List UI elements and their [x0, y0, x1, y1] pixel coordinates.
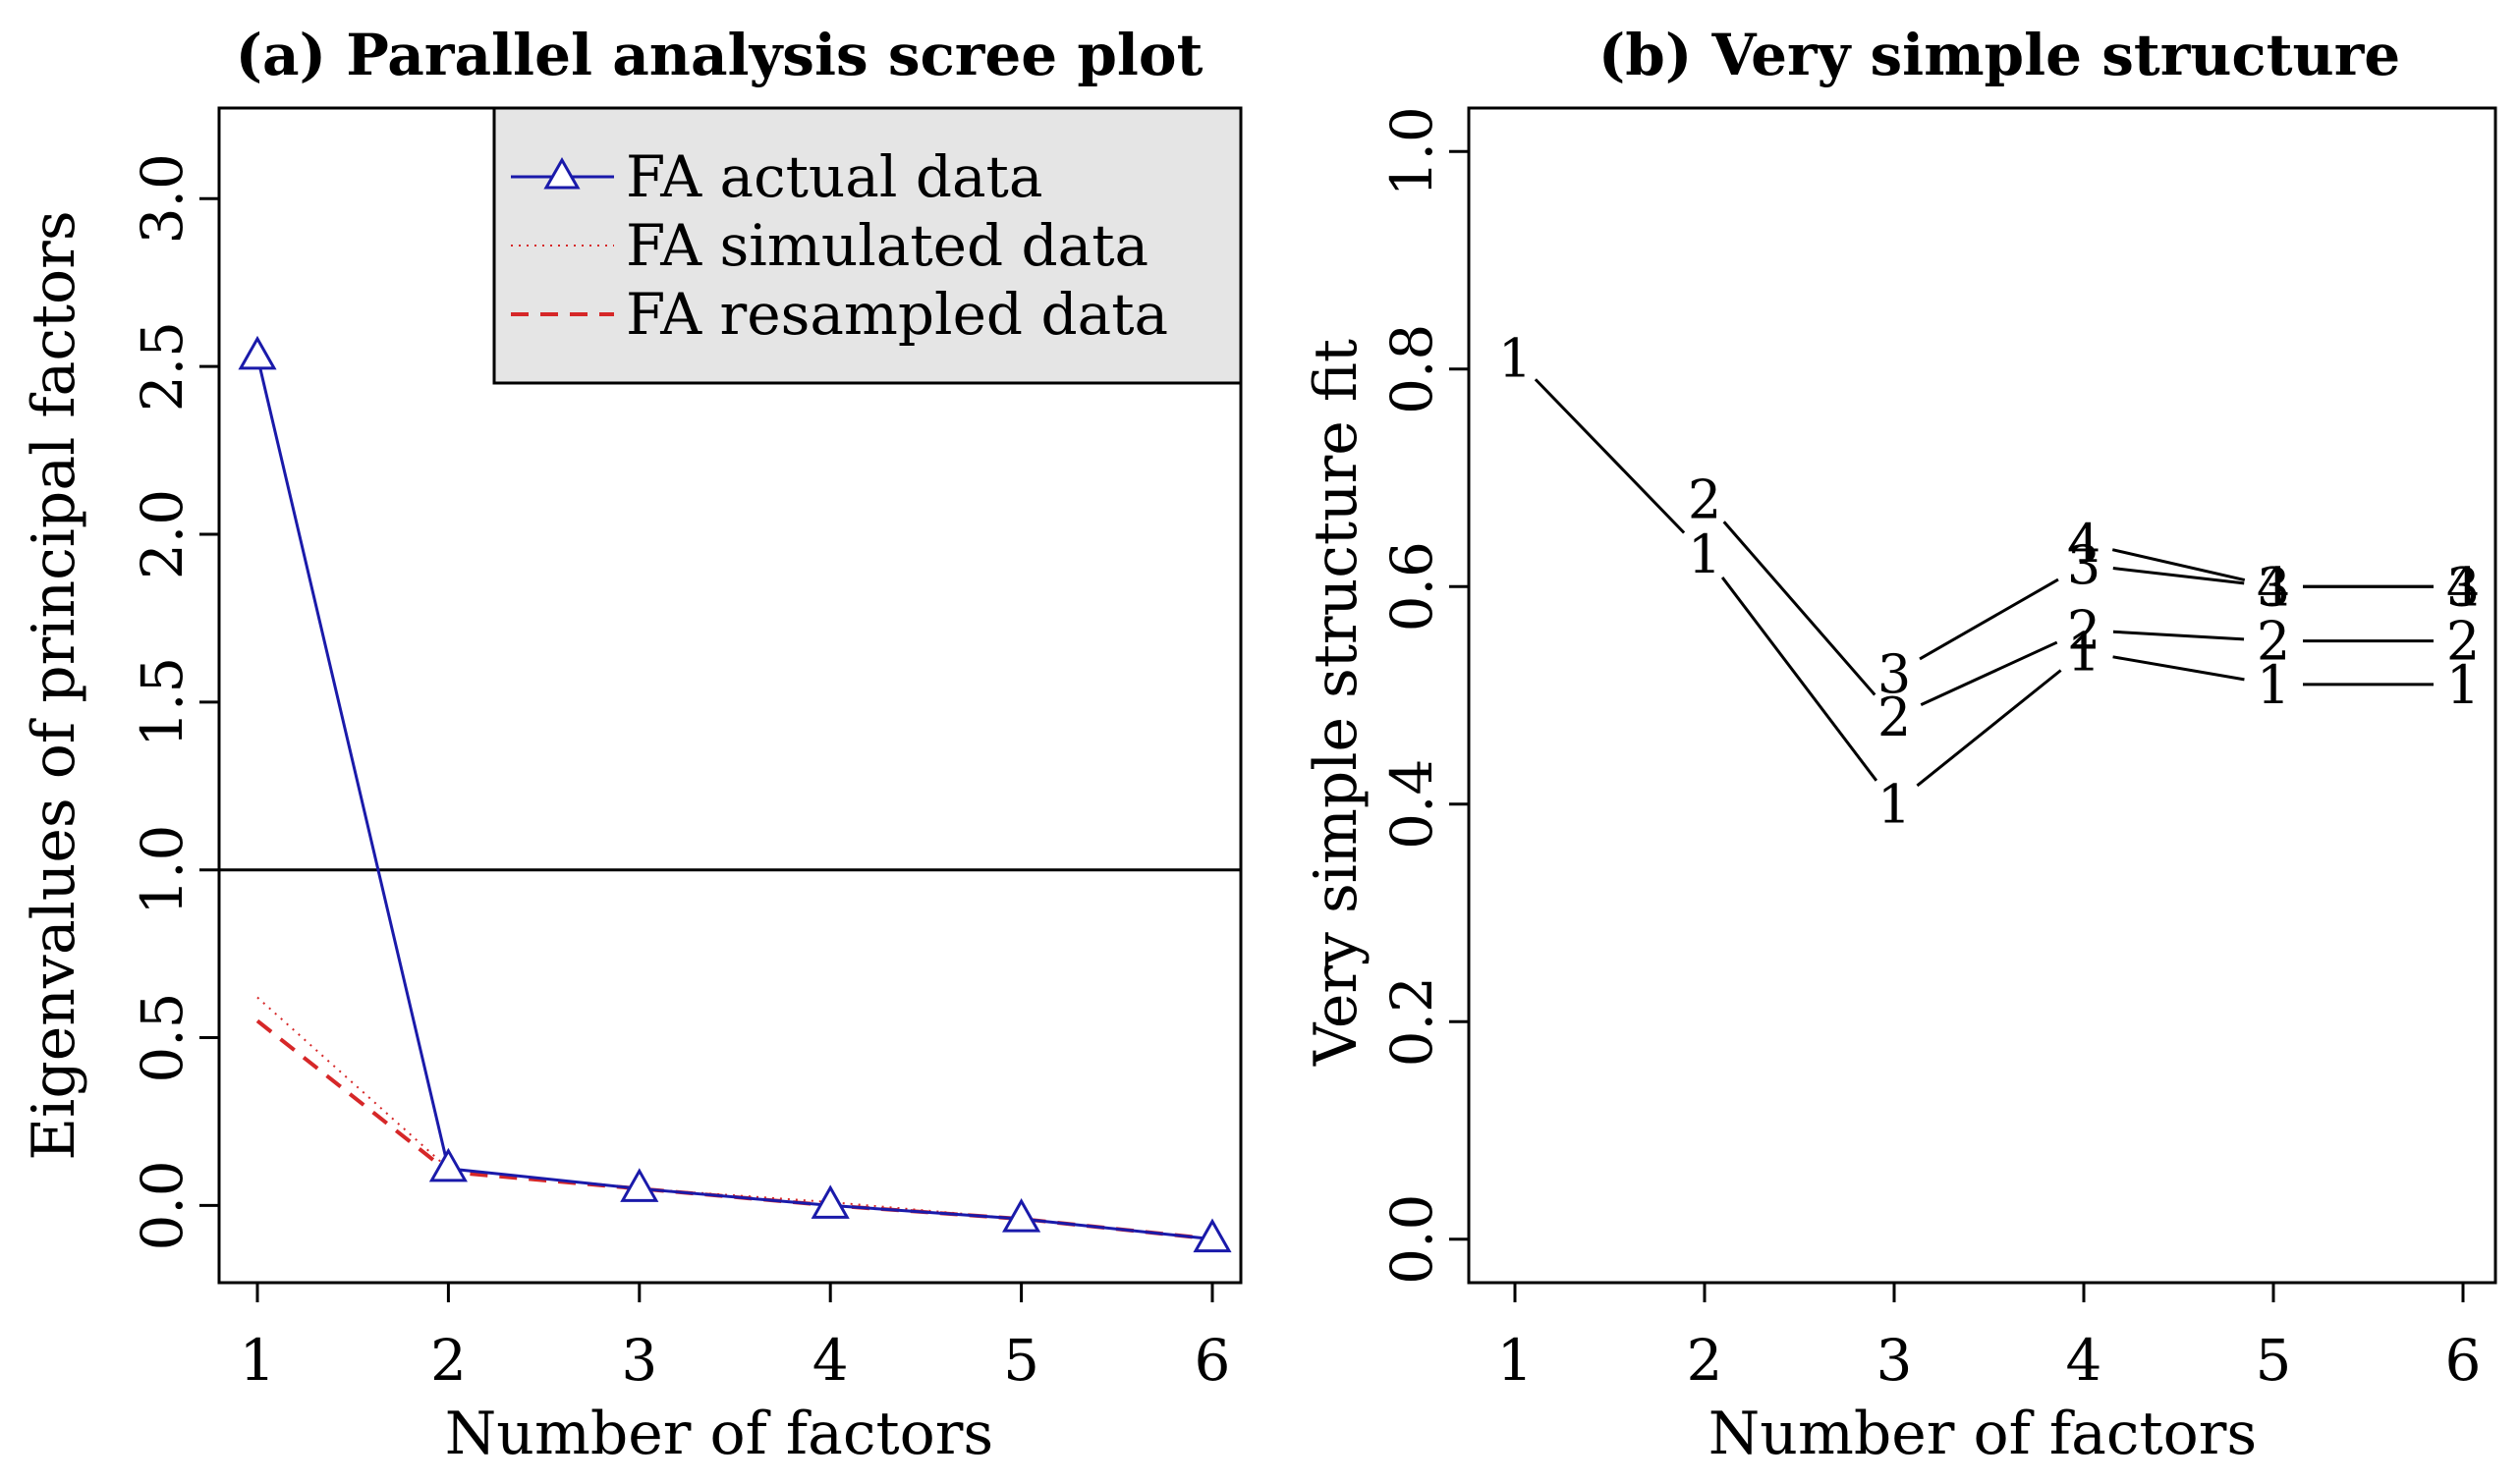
vss-series-4-segment-0 [2111, 548, 2246, 582]
vss-series-1-segment-2 [1916, 669, 2062, 788]
scree-point-actual-0 [238, 335, 277, 370]
vss-series-2-segment-1 [1920, 640, 2058, 706]
vss-y-tick-label-1: 0.2 [1378, 976, 1445, 1067]
vss-point-label-1-3: 1 [2067, 622, 2100, 684]
scree-point-actual-1 [428, 1147, 468, 1182]
vss-point-label-2-2: 2 [2067, 600, 2100, 662]
scree-plot-y-label: Eigenvalues of principal factors [20, 210, 88, 1160]
scree-x-tick-label-1: 2 [430, 1327, 467, 1394]
vss-series-1-segment-0 [1534, 378, 1686, 534]
vss-y-tick-label-0: 0.0 [1378, 1194, 1445, 1285]
scree-y-tick-label-6: 3.0 [129, 153, 196, 244]
vss-point-label-3-1: 3 [2067, 534, 2100, 596]
scree-plot-title: (a) Parallel analysis scree plot [236, 22, 1204, 88]
scree-y-tick-label-2: 1.0 [129, 825, 196, 915]
vss-point-label-2-4: 2 [2446, 611, 2480, 673]
scree-y-tick-label-1: 0.5 [129, 992, 196, 1082]
vss-point-label-4-1: 4 [2257, 556, 2290, 618]
scree-series-1-line [256, 996, 1213, 1240]
vss-series-2-segment-0 [1722, 521, 1876, 696]
vss-plot-y-label: Very simple structure fit [1302, 339, 1371, 1067]
legend-label-simulated: FA simulated data [626, 212, 1148, 279]
vss-y-tick-label-3: 0.6 [1378, 541, 1445, 632]
scree-x-tick-label-2: 3 [621, 1327, 657, 1394]
vss-series-2-segment-2 [2112, 630, 2245, 641]
vss-point-label-4-2: 4 [2446, 556, 2480, 618]
vss-point-label-4-0: 4 [2067, 513, 2100, 575]
scree-series-2-line [255, 1018, 1213, 1241]
vss-x-tick-label-0: 1 [1497, 1327, 1534, 1394]
vss-point-label-1-4: 1 [2257, 654, 2290, 716]
vss-series-1-segment-3 [2112, 655, 2245, 682]
scree-plot-panel: (a) Parallel analysis scree plot 0.0 0.5 1… [20, 22, 1243, 1468]
scree-x-tick-label-3: 4 [812, 1327, 849, 1394]
scree-x-tick-label-5: 6 [1195, 1327, 1231, 1394]
vss-point-label-3-2: 3 [2257, 556, 2290, 618]
vss-y-tick-label-4: 0.8 [1378, 324, 1445, 414]
scree-series-0-line [255, 356, 1213, 1241]
vss-plot-x-label: Number of factors [1708, 1400, 2257, 1468]
vss-x-tick-label-1: 2 [1687, 1327, 1723, 1394]
legend-box [492, 106, 1243, 385]
vss-point-label-2-0: 2 [1688, 469, 1721, 531]
vss-x-tick-label-4: 5 [2256, 1327, 2292, 1394]
legend-triangle-icon [543, 156, 581, 190]
scree-plot-x-label: Number of factors [445, 1400, 993, 1468]
scree-y-tick-label-0: 0.0 [129, 1160, 196, 1250]
vss-x-tick-label-3: 4 [2066, 1327, 2102, 1394]
vss-plot-frame [1467, 106, 2497, 1285]
vss-point-label-3-0: 3 [1877, 643, 1911, 705]
scree-point-actual-4 [1002, 1198, 1041, 1233]
legend-label-resampled: FA resampled data [626, 281, 1168, 348]
vss-series-1-segment-1 [1720, 577, 1878, 782]
vss-series-3-segment-0 [1919, 577, 2059, 661]
scree-plot-legend: FA actual data FA simulated data FA resa… [492, 106, 1243, 385]
vss-x-tick-label-2: 3 [1876, 1327, 1913, 1394]
scree-y-tick-label-4: 2.0 [129, 489, 196, 579]
vss-point-label-1-5: 1 [2446, 654, 2480, 716]
vss-point-label-3-3: 3 [2446, 556, 2480, 618]
scree-x-tick-label-4: 5 [1003, 1327, 1039, 1394]
vss-point-label-1-1: 1 [1688, 523, 1721, 585]
vss-point-label-1-2: 1 [1877, 774, 1911, 836]
scree-y-tick-label-5: 2.5 [129, 321, 196, 412]
scree-x-tick-label-0: 1 [240, 1327, 276, 1394]
vss-x-tick-label-5: 6 [2445, 1327, 2482, 1394]
vss-point-label-1-0: 1 [1498, 328, 1532, 390]
vss-plot-title: (b) Very simple structure [1598, 22, 2400, 88]
vss-y-tick-label-2: 0.4 [1378, 759, 1445, 850]
scree-point-actual-3 [811, 1184, 850, 1219]
vss-plot-panel: (b) Very simple structure 0.0 0.2 0.4 0.6 0.… [1302, 22, 2497, 1468]
vss-point-label-2-3: 2 [2257, 611, 2290, 673]
scree-point-actual-5 [1193, 1218, 1232, 1253]
scree-point-actual-2 [620, 1168, 659, 1202]
vss-y-tick-label-5: 1.0 [1378, 106, 1445, 196]
scree-y-tick-label-3: 1.5 [129, 657, 196, 747]
vss-point-label-2-1: 2 [1877, 687, 1911, 748]
legend-label-actual: FA actual data [626, 143, 1042, 210]
vss-series-3-segment-1 [2112, 567, 2245, 585]
